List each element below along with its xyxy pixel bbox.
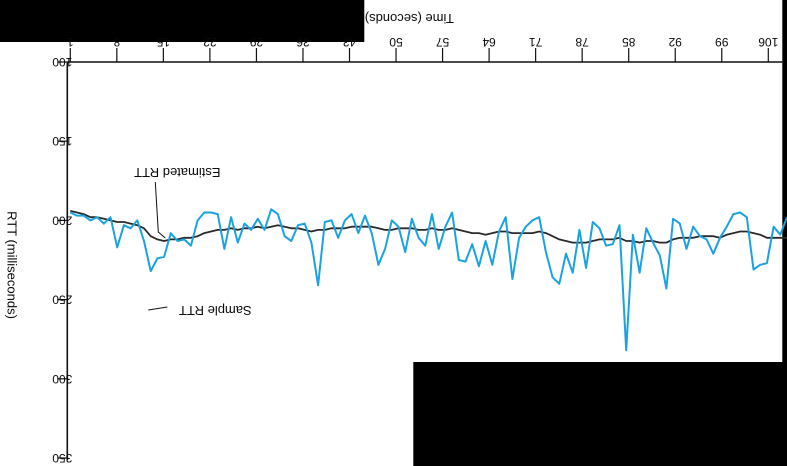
x-tick-label: 15 [156,35,170,49]
corner-mask [743,437,753,466]
annotation-sample-rtt: Sample RTT [179,303,252,318]
y-tick-label: 350 [52,451,72,465]
y-tick-label: 100 [52,55,72,69]
x-tick-label: 36 [296,35,310,49]
annotation-estimated-rtt: Estimated RTT [134,165,221,180]
x-tick-label: 1 [67,35,74,49]
sample-leader-line [148,306,168,311]
series-layer [69,181,787,352]
x-tick-label: 71 [529,35,543,49]
axes: 1 8 15 22 29 36 43 50 57 64 71 78 85 92 99 106 100 150 200… [52,35,783,465]
x-tick-label: 85 [622,35,636,49]
estimated-leader-line [154,181,166,239]
x-tick-label: 92 [668,35,682,49]
y-tick-label: 200 [52,213,72,227]
x-tick-label: 78 [575,35,589,49]
x-tick-label: 50 [389,35,403,49]
plot-panel-upper [0,42,414,466]
x-tick-label: 22 [203,35,217,49]
label-layer: Time (seconds) RTT (milliseconds) Estima… [4,11,454,319]
plot-panel-lower [364,0,783,362]
x-tick-label: 99 [715,35,729,49]
x-tick-label: 8 [113,35,120,49]
x-tick-label: 64 [482,35,496,49]
x-tick-label: 43 [343,35,357,49]
y-axis-label: RTT (milliseconds) [4,211,19,319]
x-axis-label: Time (seconds) [365,11,454,26]
x-tick-label: 106 [758,35,778,49]
x-tick-label: 57 [436,35,450,49]
sample-rtt-line [69,208,787,352]
y-tick-label: 300 [52,372,72,386]
y-tick-label: 150 [52,134,72,148]
y-tick-label: 250 [52,293,72,307]
x-tick-label: 29 [249,35,263,49]
